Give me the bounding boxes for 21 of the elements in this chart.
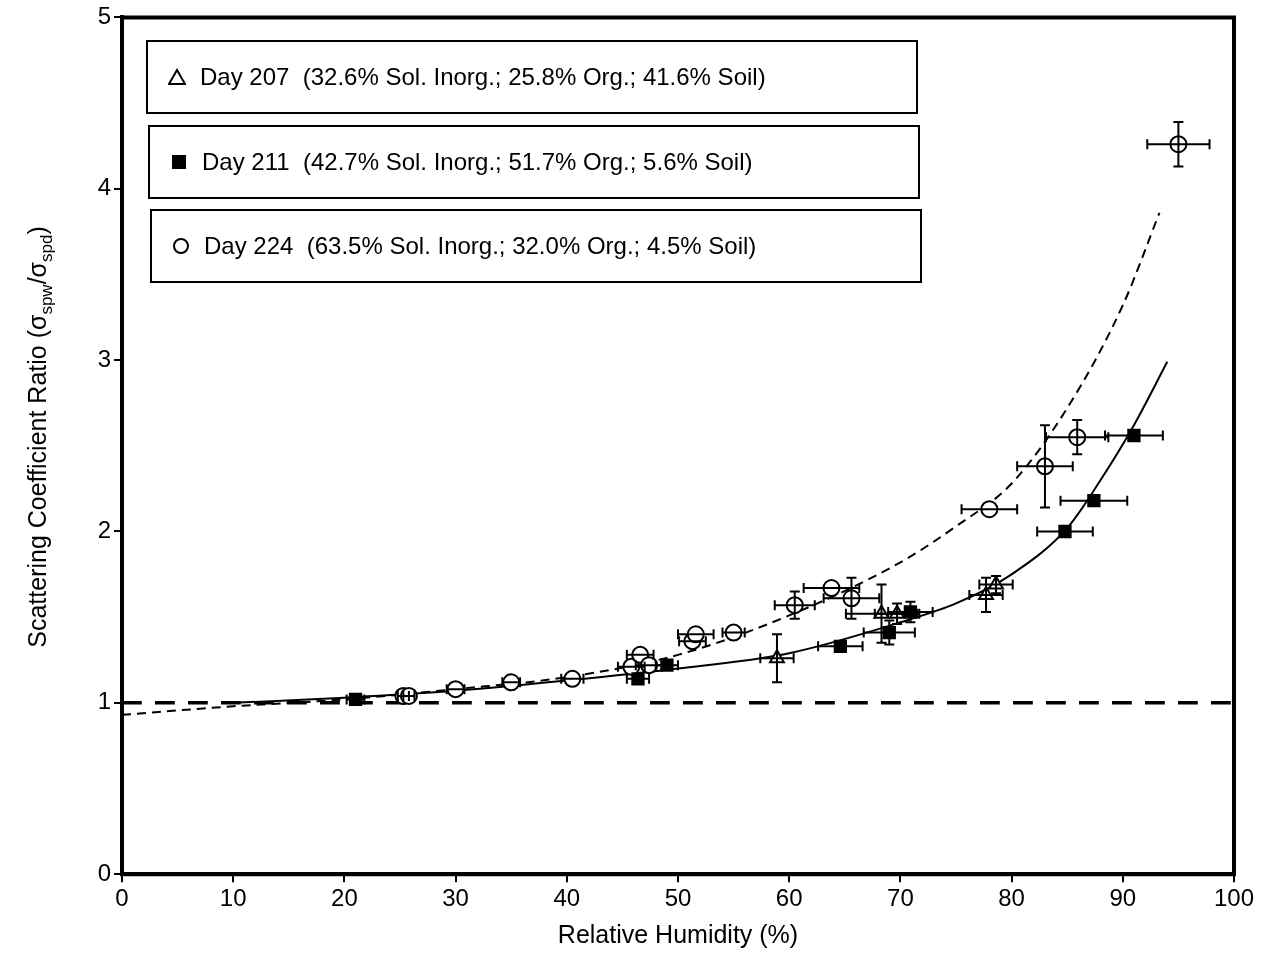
y-tick-label: 4: [97, 173, 111, 201]
legend-label: Day 207 (32.6% Sol. Inorg.; 25.8% Org.; 41.6% Soil): [200, 63, 766, 91]
legend-label: Day 211 (42.7% Sol. Inorg.; 51.7% Org.; 5.6% Soil): [202, 147, 753, 176]
x-axis-title: Relative Humidity (%): [557, 919, 799, 948]
x-tick-label: 80: [998, 884, 1025, 912]
x-tick-label: 40: [553, 884, 581, 912]
x-tick-label: 0: [115, 884, 129, 912]
y-tick-label: 3: [97, 344, 111, 372]
x-tick-label: 70: [887, 884, 914, 912]
x-tick-label: 50: [664, 884, 692, 912]
y-tick-label: 2: [97, 516, 111, 544]
y-tick-label: 5: [97, 2, 111, 30]
y-tick-label: 0: [97, 858, 111, 886]
legend-label: Day 224 (63.5% Sol. Inorg.; 32.0% Org.; 4.5% Soil): [204, 232, 757, 260]
x-tick-label: 30: [442, 884, 469, 912]
x-tick-label: 90: [1109, 884, 1137, 912]
x-tick-label: 20: [331, 884, 358, 912]
x-tick-label: 10: [219, 884, 247, 912]
y-tick-label: 1: [97, 687, 111, 715]
x-tick-label: 60: [775, 884, 803, 912]
x-tick-label: 100: [1213, 884, 1255, 912]
